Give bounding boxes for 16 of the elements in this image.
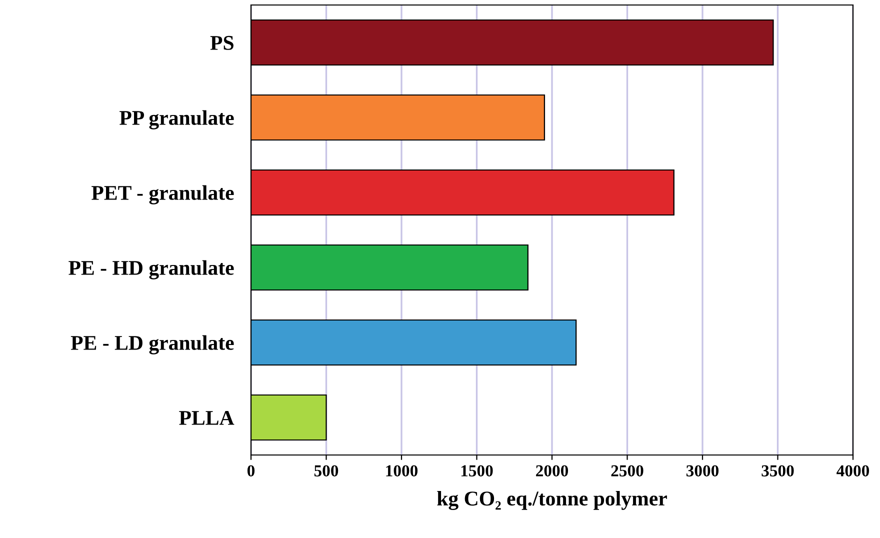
y-tick-label: PE - LD granulate	[70, 335, 234, 354]
x-tick-label: 3500	[762, 465, 794, 476]
x-tick-label: 0	[247, 465, 255, 476]
x-tick-label: 1000	[386, 465, 418, 476]
y-tick-label: PS	[210, 36, 234, 50]
x-tick-label: 2000	[536, 465, 568, 476]
x-tick-label: 4000	[836, 465, 870, 476]
x-tick-label: 2500	[611, 465, 644, 476]
x-axis-title: kg CO₂ eq./tonne polymer	[437, 490, 667, 510]
y-tick-label: PE - HD granulate	[68, 260, 234, 280]
y-tick-label: PP granulate	[120, 110, 234, 130]
x-tick-label: 3000	[686, 465, 719, 476]
y-tick-label: PLLA	[179, 410, 234, 425]
y-tick-label: PET - granulate	[92, 185, 234, 204]
x-tick-label: 1500	[461, 465, 493, 476]
x-tick-label: 500	[314, 465, 338, 476]
